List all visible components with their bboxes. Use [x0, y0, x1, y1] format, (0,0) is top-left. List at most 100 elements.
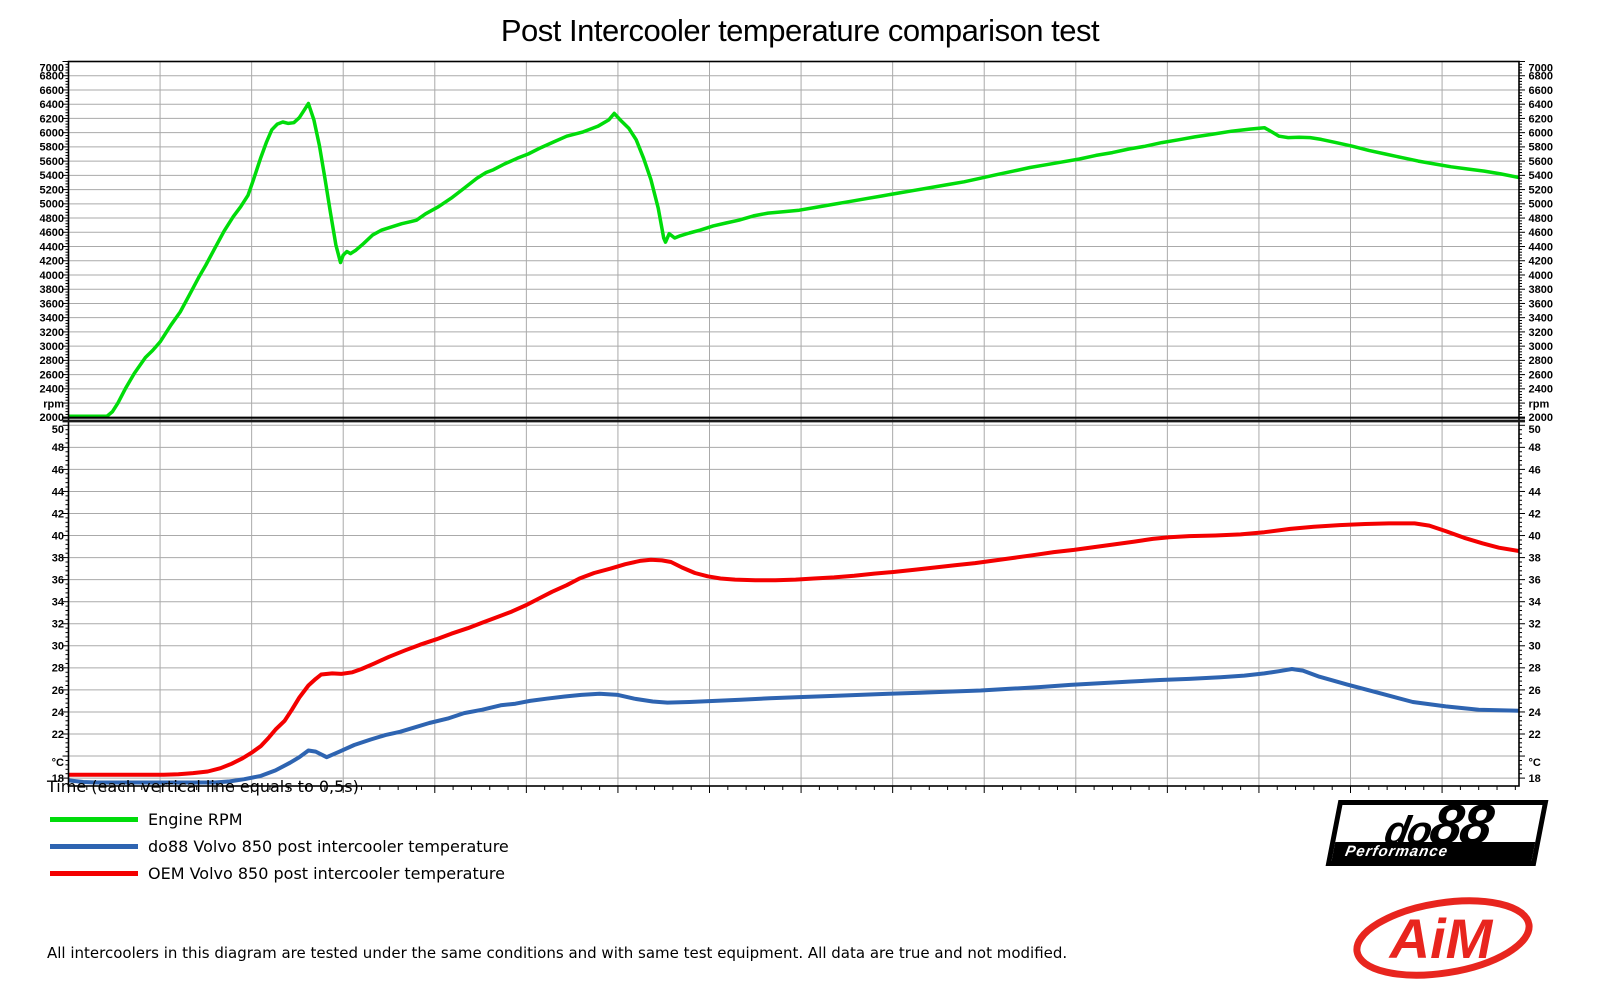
svg-text:6400: 6400	[40, 99, 64, 111]
legend-swatch-do88	[50, 844, 138, 849]
svg-text:6800: 6800	[40, 71, 64, 83]
svg-text:44: 44	[1529, 486, 1542, 498]
svg-text:50: 50	[52, 424, 64, 436]
svg-text:4400: 4400	[40, 241, 64, 253]
svg-text:4600: 4600	[40, 227, 64, 239]
svg-text:4800: 4800	[40, 213, 64, 225]
svg-text:24: 24	[1529, 707, 1542, 719]
svg-text:34: 34	[1529, 597, 1542, 609]
svg-text:6800: 6800	[1529, 71, 1553, 83]
svg-text:28: 28	[52, 663, 64, 675]
series-do88-volvo-850-post-intercooler-temperature	[68, 667, 1519, 785]
svg-text:5000: 5000	[40, 199, 64, 211]
svg-text:4400: 4400	[1529, 241, 1553, 253]
do88-logo-text-88: 88	[1425, 793, 1497, 857]
svg-text:3600: 3600	[40, 298, 64, 310]
legend-item-engine-rpm: Engine RPM	[50, 806, 509, 833]
svg-text:30: 30	[52, 641, 64, 653]
svg-text:5400: 5400	[40, 170, 64, 182]
svg-text:3000: 3000	[40, 341, 64, 353]
svg-text:32: 32	[52, 619, 64, 631]
svg-text:4000: 4000	[40, 270, 64, 282]
legend-label: do88 Volvo 850 post intercooler temperat…	[148, 837, 509, 856]
svg-text:4600: 4600	[1529, 227, 1553, 239]
svg-text:40: 40	[1529, 530, 1541, 542]
svg-text:4200: 4200	[40, 256, 64, 268]
series-engine-rpm	[68, 101, 1519, 418]
legend-label: Engine RPM	[148, 810, 243, 829]
svg-text:40: 40	[52, 530, 64, 542]
legend: Engine RPM do88 Volvo 850 post intercool…	[50, 806, 509, 887]
svg-text:42: 42	[52, 508, 64, 520]
svg-text:4800: 4800	[1529, 213, 1553, 225]
svg-text:30: 30	[1529, 641, 1541, 653]
svg-text:7000: 7000	[40, 62, 64, 74]
svg-text:18: 18	[1529, 773, 1541, 785]
svg-text:5000: 5000	[1529, 199, 1553, 211]
legend-item-oem-temp: OEM Volvo 850 post intercooler temperatu…	[50, 860, 509, 887]
svg-text:6600: 6600	[1529, 85, 1553, 97]
svg-text:5200: 5200	[1529, 184, 1553, 196]
svg-text:6000: 6000	[1529, 128, 1553, 140]
svg-text:18: 18	[52, 773, 64, 785]
svg-text:4000: 4000	[1529, 270, 1553, 282]
svg-text:24: 24	[52, 707, 65, 719]
svg-text:46: 46	[52, 464, 64, 476]
svg-text:2400: 2400	[1529, 384, 1553, 396]
aim-logo-ellipse	[1353, 897, 1533, 979]
svg-text:26: 26	[52, 685, 64, 697]
svg-text:3200: 3200	[40, 327, 64, 339]
svg-text:26: 26	[1529, 685, 1541, 697]
svg-text:38: 38	[52, 552, 64, 564]
svg-text:5200: 5200	[40, 184, 64, 196]
svg-text:36: 36	[1529, 575, 1541, 587]
svg-text:48: 48	[52, 442, 64, 454]
svg-text:5800: 5800	[40, 142, 64, 154]
svg-text:°C: °C	[1529, 757, 1541, 769]
svg-text:3400: 3400	[40, 313, 64, 325]
do88-logo: do 88 Performance	[1325, 793, 1549, 866]
svg-text:28: 28	[1529, 663, 1541, 675]
aim-logo-text: AiM	[1388, 907, 1494, 970]
svg-text:3800: 3800	[1529, 284, 1553, 296]
svg-text:3800: 3800	[40, 284, 64, 296]
svg-text:42: 42	[1529, 508, 1541, 520]
svg-text:44: 44	[52, 486, 65, 498]
svg-text:2400: 2400	[40, 384, 64, 396]
svg-text:5600: 5600	[40, 156, 64, 168]
svg-text:5400: 5400	[1529, 170, 1553, 182]
svg-text:2800: 2800	[1529, 355, 1553, 367]
svg-text:34: 34	[52, 597, 65, 609]
svg-text:50: 50	[1529, 424, 1541, 436]
svg-text:2600: 2600	[40, 369, 64, 381]
svg-text:5600: 5600	[1529, 156, 1553, 168]
do88-logo-wordmark: do 88	[1335, 793, 1542, 857]
legend-label: OEM Volvo 850 post intercooler temperatu…	[148, 864, 505, 883]
svg-text:6600: 6600	[40, 85, 64, 97]
legend-swatch-rpm	[50, 817, 138, 822]
svg-text:3000: 3000	[1529, 341, 1553, 353]
x-axis-label: Time (each vertical line equals to 0,5s)	[47, 777, 359, 796]
legend-item-do88-temp: do88 Volvo 850 post intercooler temperat…	[50, 833, 509, 860]
do88-logo-performance-bar: Performance	[1331, 842, 1536, 861]
svg-text:2000: 2000	[40, 412, 64, 424]
svg-text:3200: 3200	[1529, 327, 1553, 339]
legend-swatch-oem	[50, 871, 138, 876]
svg-text:6200: 6200	[40, 113, 64, 125]
svg-text:3600: 3600	[1529, 298, 1553, 310]
svg-text:38: 38	[1529, 552, 1541, 564]
svg-text:5800: 5800	[1529, 142, 1553, 154]
svg-text:46: 46	[1529, 464, 1541, 476]
svg-text:4200: 4200	[1529, 256, 1553, 268]
svg-text:7000: 7000	[1529, 62, 1553, 74]
svg-text:°C: °C	[52, 757, 64, 769]
svg-text:3400: 3400	[1529, 313, 1553, 325]
svg-text:2800: 2800	[40, 355, 64, 367]
svg-text:48: 48	[1529, 442, 1541, 454]
svg-text:6400: 6400	[1529, 99, 1553, 111]
svg-text:2000: 2000	[1529, 412, 1553, 424]
aim-logo: AiM	[1353, 897, 1533, 979]
chart-title: Post Intercooler temperature comparison …	[500, 13, 1100, 48]
svg-text:22: 22	[1529, 729, 1541, 741]
